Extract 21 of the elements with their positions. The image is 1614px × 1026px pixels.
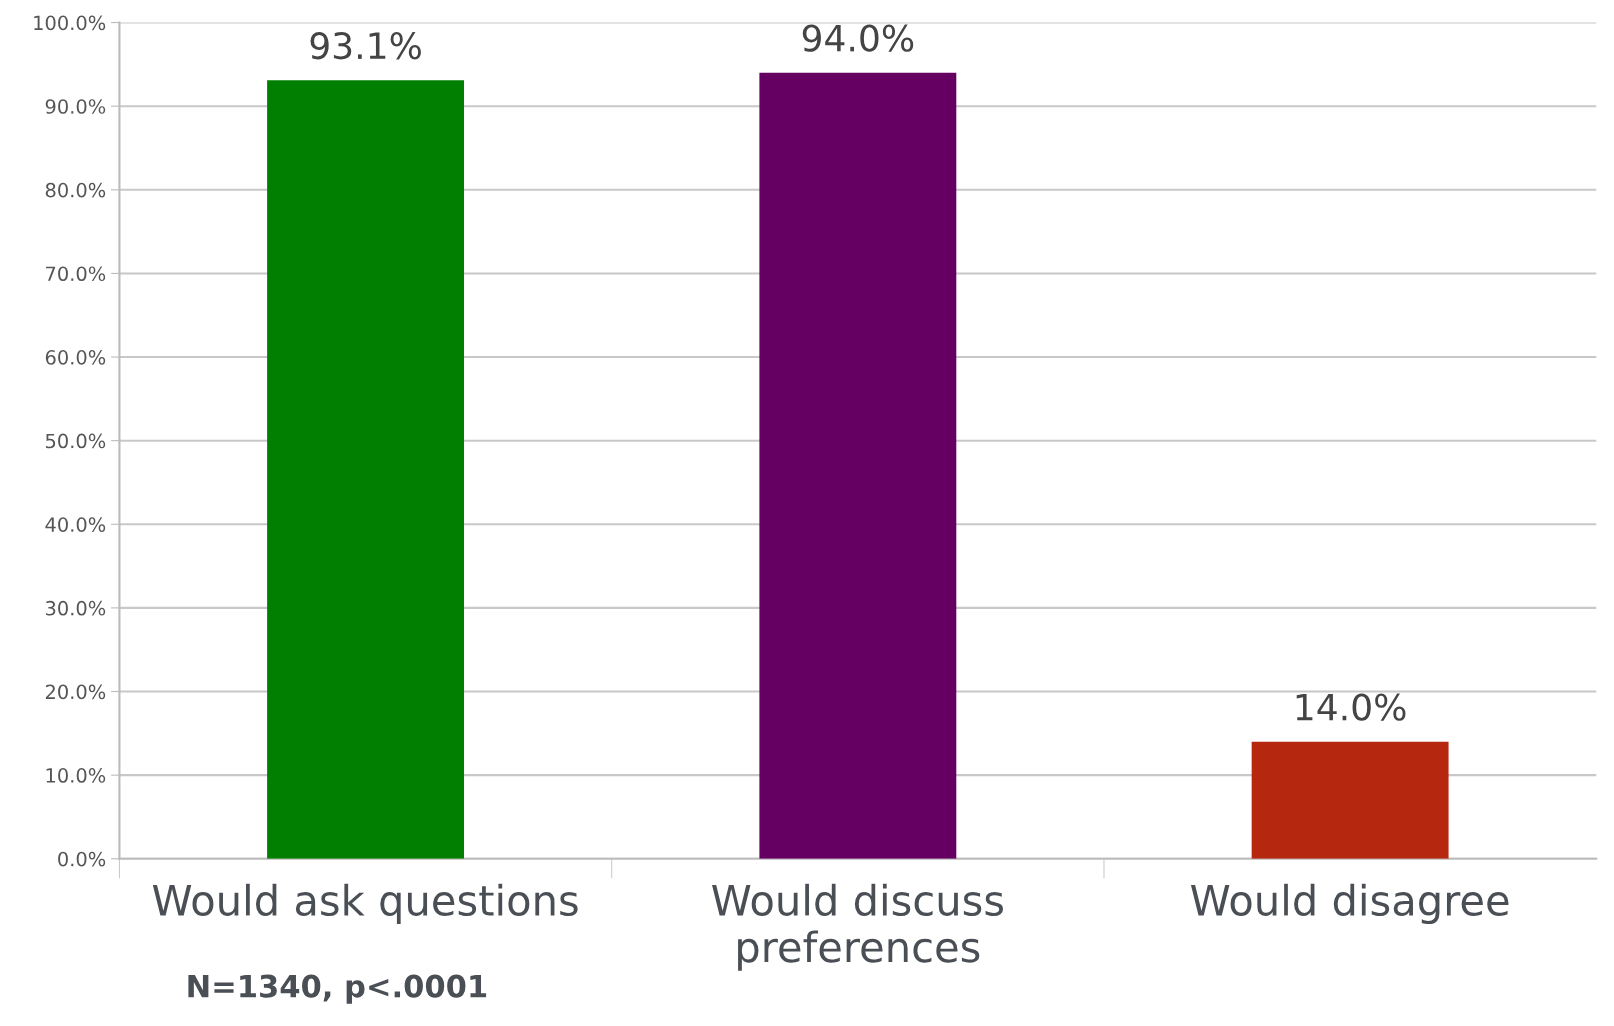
y-tick-label: 70.0%: [46, 266, 106, 282]
y-tick-label: 60.0%: [45, 350, 106, 365]
data-label: 93.1%: [310, 32, 421, 60]
x-tick-label: Would disagree: [1190, 883, 1509, 925]
x-tick-label: Would ask questions: [152, 883, 578, 925]
y-tick-label: 50.0%: [45, 433, 106, 449]
x-tick-label: Would discuss preferences: [712, 883, 1003, 971]
data-label: 94.0%: [802, 24, 914, 52]
y-tick-label: 10.0%: [46, 768, 106, 783]
y-tick-label: 0.0%: [58, 851, 106, 867]
y-tick-label: 80.0%: [45, 182, 106, 198]
text: N=1340, p<.0001: [188, 974, 487, 1004]
y-tick-label: 100.0%: [34, 15, 106, 31]
y-tick-label: 30.0%: [45, 600, 106, 616]
bar: [1251, 741, 1449, 859]
y-tick-label: 90.0%: [45, 99, 106, 114]
y-tick-label: 40.0%: [45, 517, 106, 532]
data-label: 14.0%: [1296, 693, 1406, 721]
bar: [267, 80, 465, 859]
y-tick-label: 20.0%: [45, 684, 106, 700]
bar: [759, 72, 957, 859]
